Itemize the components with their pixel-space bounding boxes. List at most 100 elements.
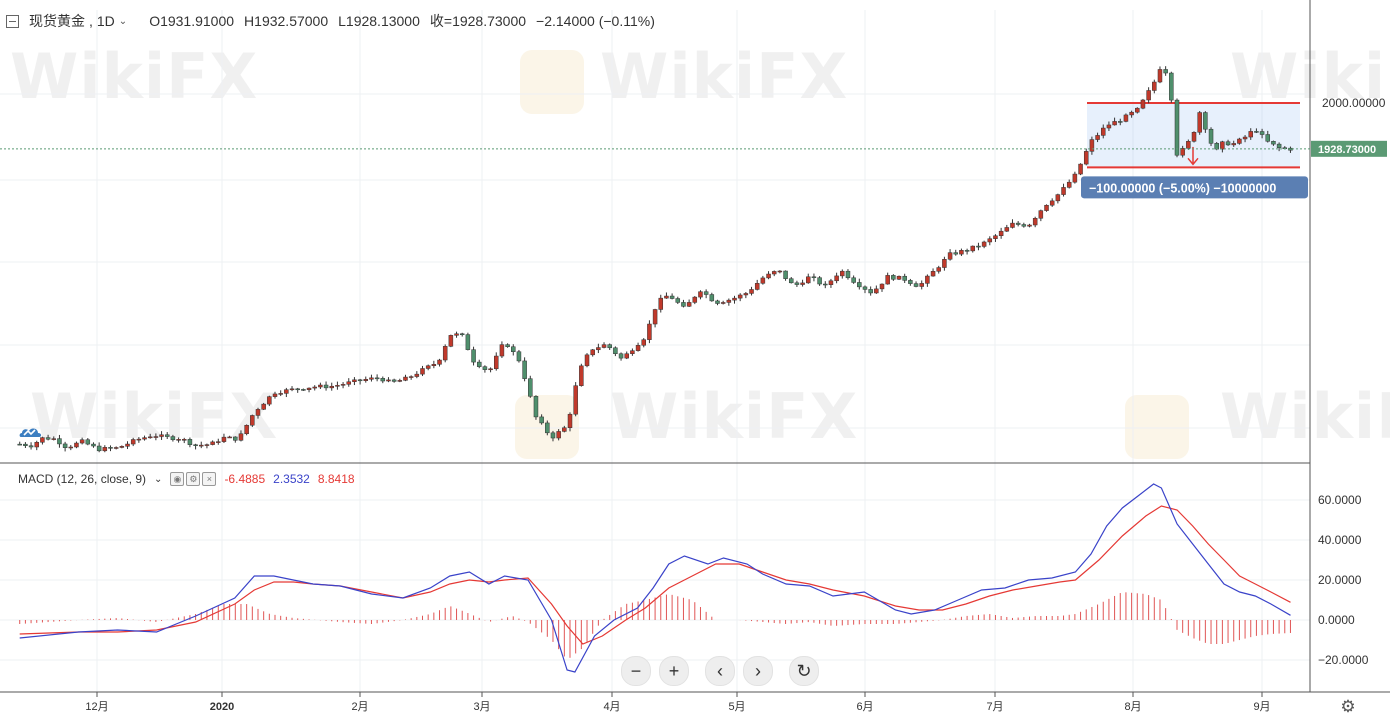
candle [669,293,675,300]
candle [681,299,686,308]
candle-body [885,275,890,285]
candle-body [1044,204,1049,211]
candle [891,274,896,281]
candle-body [1038,210,1044,219]
candle-body [482,366,488,370]
zoom-in-button[interactable]: + [659,656,689,686]
symbol-selector[interactable]: 现货黄金, 1D ⌄ [29,13,128,29]
time-tick-label: 4月 [603,701,620,713]
macd-label: MACD (12, 26, close, 9) [18,472,147,486]
candle [176,437,181,443]
candle-body [664,295,669,299]
candle [1004,224,1010,232]
candle [1276,142,1282,152]
candle-body [278,393,283,395]
candle [306,387,312,393]
time-tick-label: 12月 [85,701,108,713]
candle-body [1163,69,1168,74]
candle-body [607,344,612,349]
candle [539,414,544,425]
zoom-out-button[interactable]: − [621,656,651,686]
candle [329,382,334,391]
gear-icon[interactable]: ⚙ [186,472,201,486]
candle-body [125,443,130,447]
candle-body [369,377,374,380]
scroll-left-button[interactable]: ‹ [705,656,735,686]
candle [743,291,749,299]
candle [108,445,113,452]
watermark-logo [520,50,584,114]
candle-body [74,442,79,448]
candle [658,294,664,313]
candle-body [108,447,113,449]
candle-body [91,443,96,447]
candle [834,272,839,284]
candle [1248,128,1253,140]
candle-body [113,447,119,449]
candle [516,349,522,363]
candle-body [981,241,987,247]
candle [788,276,794,284]
candle-body [1276,143,1282,148]
macd-line-value: 2.3532 [273,472,310,486]
candle-body [590,349,595,356]
candle [40,436,45,445]
candle-body [459,333,465,336]
symbol-legend: 现货黄金, 1D ⌄ O1931.91000 H1932.57000 L1928… [6,6,655,36]
candle [896,275,902,281]
candle-body [96,445,102,452]
candle-body [624,353,629,359]
candle-body [363,379,369,381]
candle [771,270,777,277]
candle-body [834,275,839,282]
candle-body [57,438,62,445]
candle [709,292,715,302]
candle [147,433,153,439]
candle-body [1152,81,1157,91]
close-icon[interactable]: × [202,472,217,486]
candle [811,273,817,282]
candle-body [715,300,720,304]
settings-gear-icon[interactable]: ⚙ [1340,697,1356,716]
candle [255,407,261,419]
candle-body [635,345,641,351]
candle [119,445,125,449]
candle [1027,223,1032,228]
candle [783,270,788,281]
candle [1152,79,1157,94]
candle-body [811,276,817,279]
macd-legend: MACD (12, 26, close, 9) ⌄ ◉ ⚙ × -6.4885 … [18,470,355,488]
candle-body [533,396,539,418]
chevron-down-icon[interactable]: ⌄ [154,473,163,485]
candle [295,387,300,393]
candle [862,285,868,294]
candle-body [1021,224,1027,227]
candle-body [403,376,408,381]
candle-body [947,252,953,260]
candle-body [499,344,505,357]
candle-body [777,270,783,273]
high-value: H1932.57000 [244,13,329,29]
candle [885,272,890,285]
candle [130,437,136,447]
eye-icon[interactable]: ◉ [170,472,185,486]
candle [425,364,431,371]
candle-body [1214,143,1219,150]
time-tick-label: 8月 [1124,701,1141,713]
reset-chart-button[interactable]: ↻ [789,656,819,686]
candle [369,374,374,382]
candle-body [45,437,51,440]
candle-body [176,439,181,441]
candle [874,285,879,294]
candle [936,265,941,274]
candle [794,280,800,287]
candle [1118,118,1123,126]
candle-body [868,289,873,294]
collapse-icon[interactable] [6,14,19,28]
candle-body [210,441,215,445]
scroll-right-button[interactable]: › [743,656,773,686]
candle-body [596,347,601,351]
candle-body [244,424,249,434]
candle [959,248,964,257]
